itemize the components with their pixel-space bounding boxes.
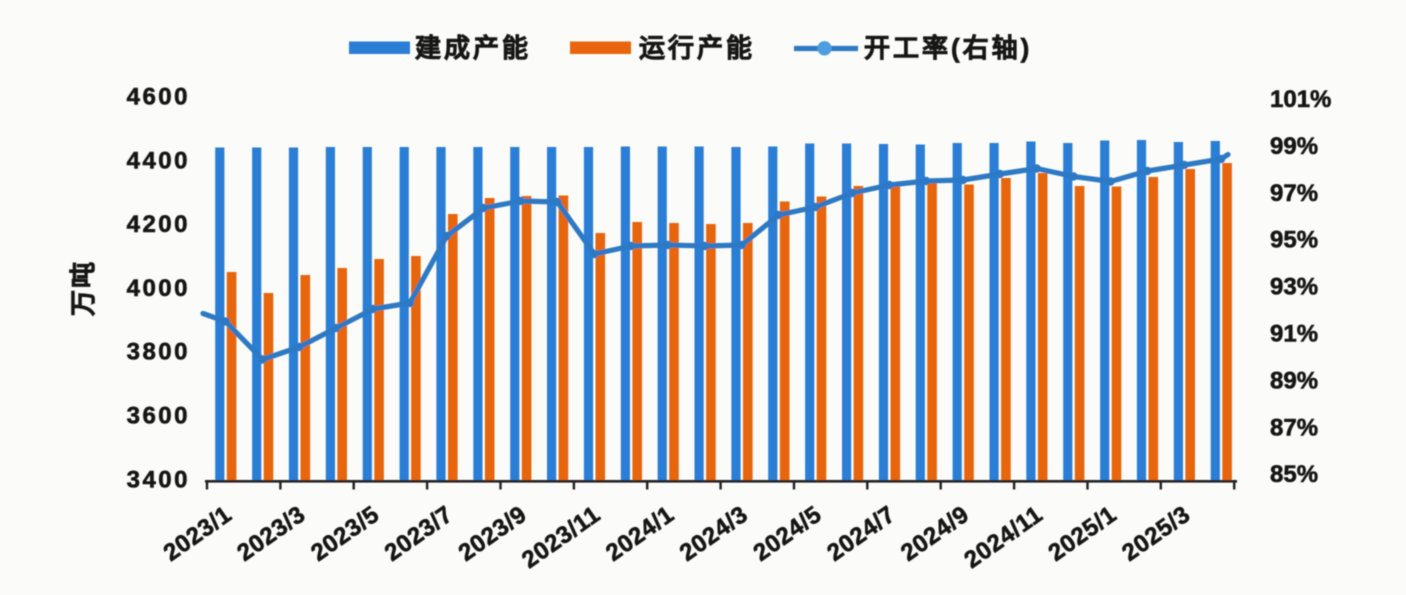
svg-text:开工率(右轴): 开工率(右轴) — [864, 33, 1032, 63]
svg-text:87%: 87% — [1270, 414, 1318, 441]
svg-text:4000: 4000 — [127, 275, 190, 302]
svg-text:85%: 85% — [1270, 461, 1318, 488]
svg-text:3800: 3800 — [127, 339, 190, 366]
svg-text:4600: 4600 — [127, 84, 190, 111]
svg-text:运行产能: 运行产能 — [639, 33, 755, 63]
svg-text:101%: 101% — [1270, 86, 1331, 113]
svg-text:99%: 99% — [1270, 133, 1318, 160]
svg-text:3400: 3400 — [127, 466, 190, 493]
svg-text:91%: 91% — [1270, 321, 1318, 348]
svg-text:93%: 93% — [1270, 274, 1318, 301]
svg-text:3600: 3600 — [127, 403, 190, 430]
svg-text:95%: 95% — [1270, 227, 1318, 254]
svg-text:万吨: 万吨 — [68, 260, 98, 316]
svg-text:4200: 4200 — [127, 211, 190, 238]
svg-text:建成产能: 建成产能 — [415, 33, 531, 63]
svg-text:4400: 4400 — [127, 147, 190, 174]
svg-text:89%: 89% — [1270, 367, 1318, 394]
svg-text:97%: 97% — [1270, 180, 1318, 207]
